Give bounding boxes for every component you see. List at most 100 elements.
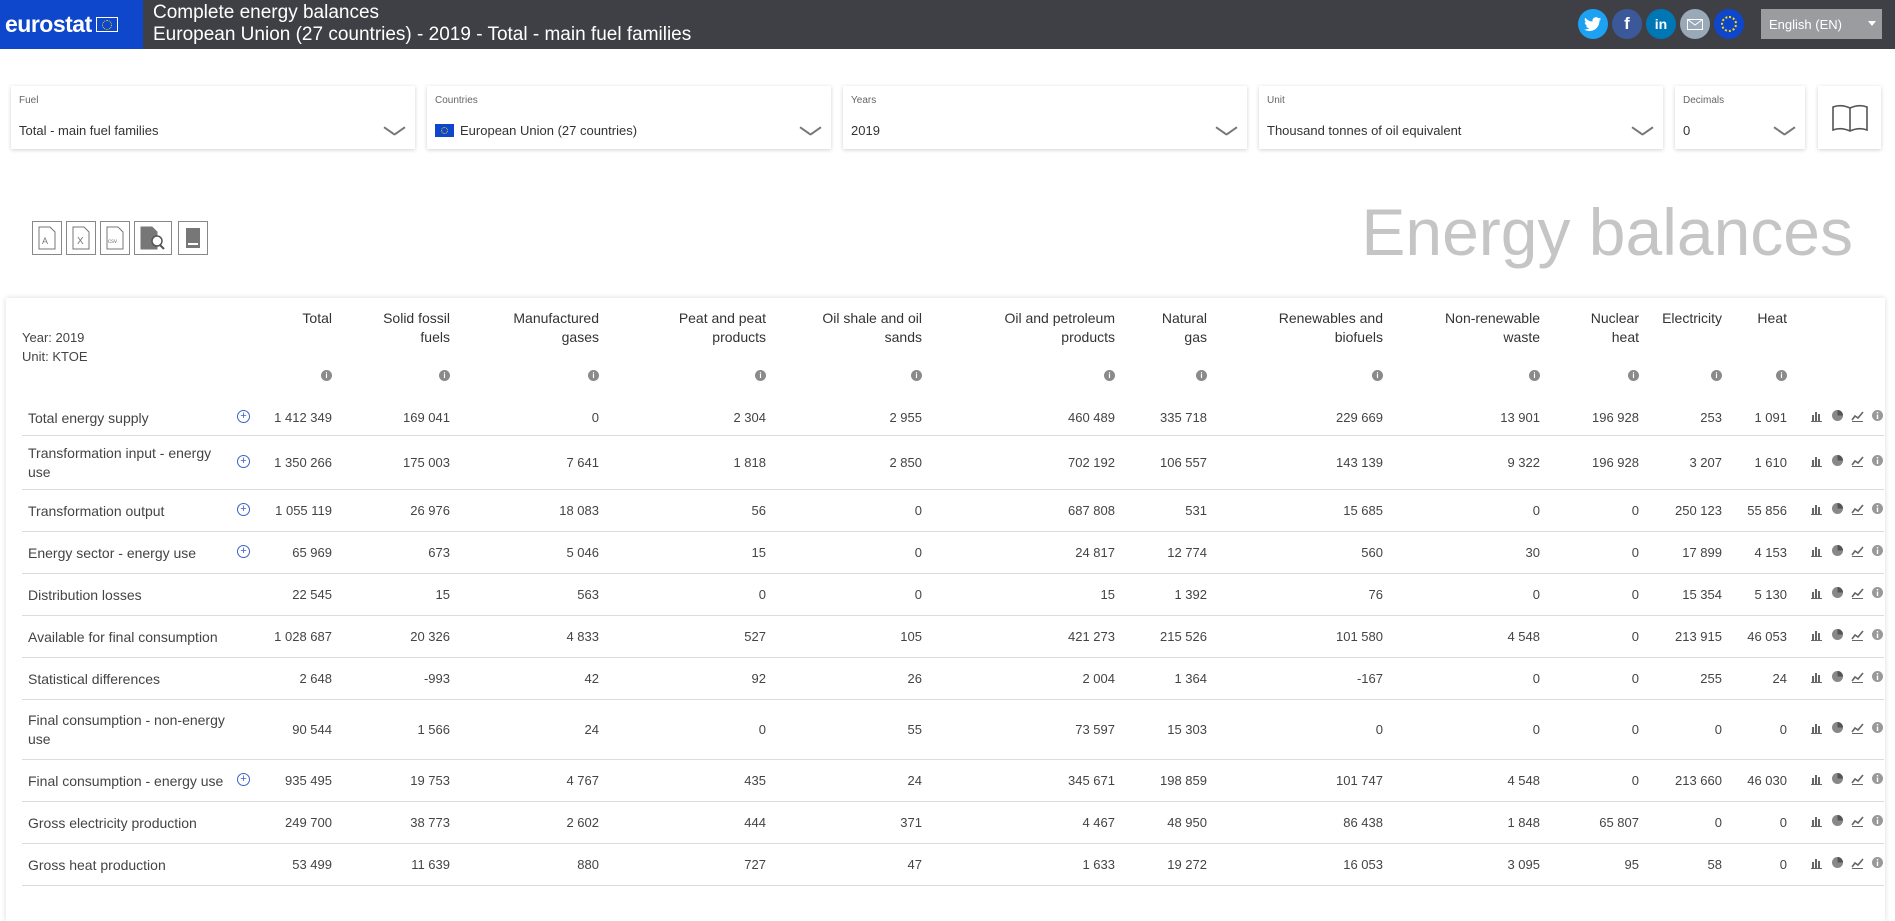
table-cell[interactable]: 444 [744,815,766,830]
table-cell[interactable]: 56 [751,503,766,518]
table-cell[interactable]: 42 [584,671,599,686]
fuel-filter[interactable]: Fuel Total - main fuel families [11,86,415,149]
table-cell[interactable]: 0 [1631,503,1639,518]
table-cell[interactable]: 58 [1707,857,1722,872]
decimals-filter[interactable]: Decimals 0 [1675,86,1805,149]
table-cell[interactable]: 17 899 [1682,545,1722,560]
table-cell[interactable]: 198 859 [1160,773,1207,788]
table-cell[interactable]: -993 [423,671,450,686]
table-cell[interactable]: 0 [1631,773,1639,788]
table-cell[interactable]: 687 808 [1068,503,1115,518]
bar-chart-icon[interactable] [1810,721,1823,734]
table-cell[interactable]: 101 747 [1336,773,1383,788]
table-cell[interactable]: 18 083 [559,503,599,518]
table-cell[interactable]: 0 [914,587,922,602]
table-cell[interactable]: 255 [1700,671,1722,686]
table-cell[interactable]: 22 545 [292,587,332,602]
table-cell[interactable]: 0 [1375,722,1383,737]
expand-row-icon[interactable]: + [237,410,250,423]
table-cell[interactable]: 106 557 [1160,455,1207,470]
table-cell[interactable]: 0 [914,545,922,560]
expand-row-icon[interactable]: + [237,545,250,558]
line-chart-icon[interactable] [1851,544,1864,557]
line-chart-icon[interactable] [1851,772,1864,785]
table-cell[interactable]: 215 526 [1160,629,1207,644]
table-cell[interactable]: 0 [1631,629,1639,644]
table-cell[interactable]: 86 438 [1343,815,1383,830]
info-icon[interactable] [1871,856,1884,869]
csv-icon[interactable]: csv [100,221,130,255]
table-cell[interactable]: 460 489 [1068,410,1115,425]
bar-chart-icon[interactable] [1810,628,1823,641]
table-cell[interactable]: 1 350 266 [274,455,332,470]
table-cell[interactable]: 335 718 [1160,410,1207,425]
table-cell[interactable]: 92 [751,671,766,686]
info-icon[interactable] [1871,721,1884,734]
facebook-icon[interactable]: f [1612,9,1642,39]
years-filter[interactable]: Years 2019 [843,86,1247,149]
table-cell[interactable]: 0 [1779,857,1787,872]
column-info-icon[interactable]: i [1776,370,1787,381]
table-cell[interactable]: 702 192 [1068,455,1115,470]
column-info-icon[interactable]: i [1711,370,1722,381]
table-cell[interactable]: 2 648 [299,671,332,686]
table-cell[interactable]: 0 [1779,722,1787,737]
table-cell[interactable]: 26 976 [410,503,450,518]
column-info-icon[interactable]: i [1529,370,1540,381]
table-cell[interactable]: 213 915 [1675,629,1722,644]
table-cell[interactable]: 0 [1532,671,1540,686]
line-chart-icon[interactable] [1851,502,1864,515]
table-cell[interactable]: 1 055 119 [275,503,332,518]
table-cell[interactable]: 48 950 [1167,815,1207,830]
expand-row-icon[interactable]: + [237,503,250,516]
table-cell[interactable]: 253 [1700,410,1722,425]
info-icon[interactable] [1871,814,1884,827]
linkedin-icon[interactable]: in [1646,9,1676,39]
bar-chart-icon[interactable] [1810,856,1823,869]
table-cell[interactable]: 2 304 [733,410,766,425]
table-cell[interactable]: 1 392 [1174,587,1207,602]
table-cell[interactable]: 65 969 [292,545,332,560]
table-cell[interactable]: 2 004 [1082,671,1115,686]
pie-chart-icon[interactable] [1831,454,1844,467]
table-cell[interactable]: 13 901 [1500,410,1540,425]
table-cell[interactable]: 3 207 [1689,455,1722,470]
table-cell[interactable]: 1 818 [733,455,766,470]
table-cell[interactable]: 935 495 [285,773,332,788]
table-cell[interactable]: 95 [1624,857,1639,872]
unit-filter[interactable]: Unit Thousand tonnes of oil equivalent [1259,86,1663,149]
table-cell[interactable]: 1 028 687 [274,629,332,644]
table-cell[interactable]: 673 [428,545,450,560]
info-icon[interactable] [1871,670,1884,683]
email-icon[interactable] [1680,9,1710,39]
table-cell[interactable]: 90 544 [292,722,332,737]
table-cell[interactable]: 15 [435,587,450,602]
table-cell[interactable]: 0 [1631,587,1639,602]
table-cell[interactable]: 15 354 [1682,587,1722,602]
column-info-icon[interactable]: i [1628,370,1639,381]
table-cell[interactable]: 196 928 [1592,410,1639,425]
table-cell[interactable]: 20 326 [410,629,450,644]
table-cell[interactable]: 47 [907,857,922,872]
table-cell[interactable]: 101 580 [1336,629,1383,644]
table-cell[interactable]: 15 303 [1167,722,1207,737]
table-cell[interactable]: 46 030 [1747,773,1787,788]
table-cell[interactable]: 563 [577,587,599,602]
table-cell[interactable]: 76 [1368,587,1383,602]
table-cell[interactable]: 1 566 [417,722,450,737]
table-cell[interactable]: 2 850 [889,455,922,470]
column-info-icon[interactable]: i [588,370,599,381]
table-cell[interactable]: 531 [1185,503,1207,518]
table-cell[interactable]: 16 053 [1343,857,1383,872]
line-chart-icon[interactable] [1851,454,1864,467]
table-cell[interactable]: 24 [1772,671,1787,686]
table-cell[interactable]: 65 807 [1599,815,1639,830]
table-cell[interactable]: 143 139 [1336,455,1383,470]
line-chart-icon[interactable] [1851,409,1864,422]
table-cell[interactable]: 0 [914,503,922,518]
language-select[interactable]: English (EN) [1761,9,1882,39]
column-info-icon[interactable]: i [755,370,766,381]
line-chart-icon[interactable] [1851,721,1864,734]
table-cell[interactable]: 105 [900,629,922,644]
table-cell[interactable]: 0 [1532,503,1540,518]
